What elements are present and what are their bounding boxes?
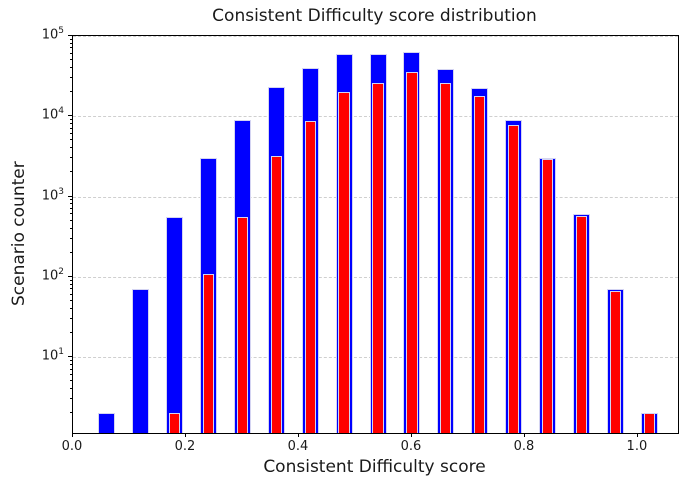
y-axis-minor-tick <box>70 52 72 54</box>
histogram-bar-red <box>236 216 249 433</box>
y-axis-minor-tick <box>70 364 72 366</box>
y-axis-minor-tick <box>70 66 72 68</box>
histogram-bar-red <box>202 273 215 433</box>
y-axis-minor-tick <box>70 368 72 370</box>
chart-title: Consistent Difficulty score distribution <box>212 6 537 26</box>
histogram-bar-red <box>338 92 350 433</box>
histogram-bar-red <box>643 413 655 433</box>
x-axis-tick <box>184 433 186 437</box>
y-axis-minor-tick <box>70 283 72 285</box>
y-gridline <box>73 36 678 37</box>
histogram-bar-blue <box>98 413 116 433</box>
y-axis-minor-tick <box>70 91 72 93</box>
histogram-bar-blue <box>132 289 150 433</box>
x-axis-label: Consistent Difficulty score <box>263 457 486 477</box>
y-axis-major-tick <box>68 115 72 117</box>
y-axis-minor-tick <box>70 47 72 49</box>
x-axis-tick <box>410 433 412 437</box>
histogram-bar-red <box>372 82 384 433</box>
histogram-bar-blue <box>166 216 184 433</box>
histogram-bar-red <box>406 72 418 433</box>
y-axis-minor-tick <box>70 332 72 334</box>
y-axis-minor-tick <box>70 139 72 141</box>
histogram-bar-red <box>507 124 520 433</box>
x-axis-tick-label: 0.0 <box>61 439 83 454</box>
histogram-bar-red <box>304 120 316 433</box>
x-axis-tick <box>523 433 525 437</box>
y-axis-minor-tick <box>70 157 72 159</box>
y-axis-minor-tick <box>70 279 72 281</box>
x-axis-tick-label: 0.4 <box>287 439 309 454</box>
x-axis-tick <box>72 433 73 437</box>
y-axis-minor-tick <box>70 118 72 120</box>
plot-area <box>72 35 679 434</box>
y-axis-major-tick <box>68 275 72 277</box>
y-axis-minor-tick <box>70 251 72 253</box>
y-axis-minor-tick <box>70 208 72 210</box>
y-axis-minor-tick <box>70 123 72 125</box>
y-axis-minor-tick <box>70 237 72 239</box>
y-axis-minor-tick <box>70 288 72 290</box>
y-axis-minor-tick <box>70 213 72 215</box>
y-axis-tick-label: 105 <box>41 26 64 43</box>
y-axis-minor-tick <box>70 76 72 78</box>
y-axis-minor-tick <box>70 171 72 173</box>
y-axis-tick-label: 102 <box>41 266 64 284</box>
y-axis-major-tick <box>68 195 72 197</box>
y-axis-minor-tick <box>70 359 72 361</box>
x-axis-tick-label: 0.6 <box>400 439 422 454</box>
y-axis-minor-tick <box>70 293 72 295</box>
x-axis-tick <box>297 433 299 437</box>
y-axis-minor-tick <box>70 59 72 61</box>
y-axis-minor-tick <box>70 199 72 201</box>
y-axis-minor-tick <box>70 38 72 40</box>
y-axis-minor-tick <box>70 133 72 135</box>
histogram-bar-red <box>575 216 588 433</box>
y-axis-minor-tick <box>70 300 72 302</box>
y-axis-minor-tick <box>70 307 72 309</box>
y-axis-minor-tick <box>70 127 72 129</box>
y-axis-minor-tick <box>70 380 72 382</box>
histogram-bar-red <box>270 156 282 433</box>
y-axis-minor-tick <box>70 398 72 400</box>
y-axis-minor-tick <box>70 374 72 376</box>
x-axis-tick-label: 1.0 <box>626 439 648 454</box>
y-axis-tick-label: 103 <box>41 186 64 203</box>
histogram-bar-red <box>474 95 486 433</box>
y-axis-minor-tick <box>70 219 72 221</box>
y-axis-minor-tick <box>70 317 72 319</box>
histogram-bar-red <box>541 159 554 433</box>
y-axis-minor-tick <box>70 203 72 205</box>
histogram-bar-red <box>169 413 181 433</box>
y-axis-minor-tick <box>70 388 72 390</box>
y-axis-major-tick <box>68 356 72 358</box>
histogram-bar-red <box>609 291 621 433</box>
y-axis-minor-tick <box>70 147 72 149</box>
x-axis-tick-label: 0.8 <box>513 439 535 454</box>
y-axis-minor-tick <box>70 42 72 44</box>
y-axis-major-tick <box>68 35 72 36</box>
histogram-bar-red <box>440 82 452 433</box>
x-axis-tick-label: 0.2 <box>174 439 196 454</box>
x-axis-tick <box>636 433 638 437</box>
y-axis-tick-label: 101 <box>41 347 64 364</box>
y-axis-label: Scenario counter <box>9 161 29 306</box>
y-axis-tick-label: 104 <box>41 106 64 123</box>
y-axis-minor-tick <box>70 412 72 414</box>
y-axis-minor-tick <box>70 227 72 229</box>
